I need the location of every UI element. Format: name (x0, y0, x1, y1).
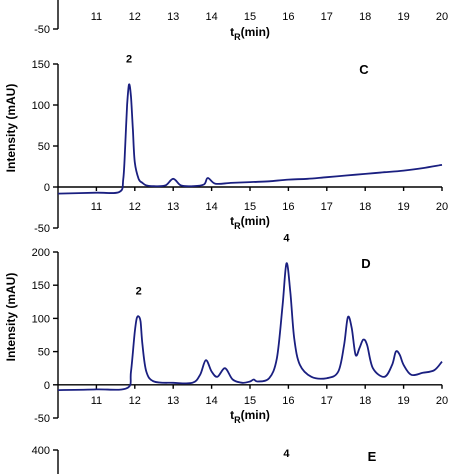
x-tick-label: 16 (282, 395, 294, 407)
x-tick-label: 20 (436, 11, 448, 23)
x-tick-label: 15 (244, 11, 256, 23)
x-tick-label: 13 (167, 11, 179, 23)
chart-panel-c: -50 0 50 100 150 11 12 13 14 15 16 17 18 19 20 tR(min) I… (4, 54, 448, 236)
y-axis-label: Intensity (mAU) (4, 84, 18, 173)
x-axis-label: tR(min) (230, 25, 270, 42)
x-tick-label: 11 (91, 201, 102, 213)
x-tick-label: 18 (359, 395, 371, 407)
x-tick-label: 17 (321, 395, 333, 407)
x-tick-label: 19 (397, 11, 409, 23)
peak-label: 4 (283, 232, 290, 244)
x-tick-label: 17 (321, 201, 333, 213)
y-tick-label: 50 (38, 347, 50, 359)
x-tick-label: 14 (205, 201, 217, 213)
x-tick-label: 18 (359, 11, 371, 23)
y-tick-label: -50 (34, 24, 50, 36)
y-tick-label: 150 (32, 59, 50, 71)
x-tick-label: 20 (436, 201, 448, 213)
peak-label: 2 (126, 54, 132, 66)
chart-panel-e: 400 4 E (32, 445, 377, 474)
x-tick-label: 18 (359, 201, 371, 213)
x-tick-label: 20 (436, 395, 448, 407)
x-tick-label: 14 (205, 11, 217, 23)
x-tick-label: 13 (167, 395, 179, 407)
panel-label: C (359, 62, 369, 77)
x-tick-label: 15 (244, 395, 256, 407)
x-tick-label: 12 (129, 11, 141, 23)
y-tick-label: 0 (44, 182, 50, 194)
peak-label: 2 (136, 285, 142, 297)
x-tick-label: 13 (167, 201, 179, 213)
y-axis-label: Intensity (mAU) (4, 273, 18, 362)
panel-label: E (368, 449, 377, 464)
y-tick-label: 150 (32, 280, 50, 292)
series-line (57, 83, 443, 195)
x-tick-label: 12 (129, 395, 141, 407)
peak-label: 4 (283, 448, 290, 460)
x-tick-label: 15 (244, 201, 256, 213)
x-tick-label: 16 (282, 201, 294, 213)
y-tick-label: 400 (32, 445, 50, 457)
y-tick-label: 0 (44, 380, 50, 392)
x-tick-label: 16 (282, 11, 294, 23)
panel-label: D (361, 256, 370, 271)
chart-panel-d: -50 0 50 100 150 200 11 12 13 14 15 16 17 18 19 20 tR(mi… (4, 232, 448, 425)
y-tick-label: -50 (34, 223, 50, 235)
x-tick-label: 12 (129, 201, 141, 213)
y-tick-label: 200 (32, 247, 50, 259)
x-tick-label: 19 (397, 201, 409, 213)
y-tick-label: 100 (32, 313, 50, 325)
x-tick-label: 14 (205, 395, 217, 407)
y-tick-label: 50 (38, 141, 50, 153)
y-tick-label: -50 (34, 413, 50, 425)
x-tick-label: 11 (91, 395, 102, 407)
x-tick-label: 11 (91, 11, 102, 23)
series-line (57, 262, 443, 391)
x-tick-label: 19 (397, 395, 409, 407)
x-axis-label: tR(min) (230, 408, 270, 425)
y-tick-label: 100 (32, 100, 50, 112)
x-tick-label: 17 (321, 11, 333, 23)
x-axis-label: tR(min) (230, 214, 270, 231)
chart-panel-b: -50 11 12 13 14 15 16 17 18 19 20 tR(min) (34, 0, 448, 42)
